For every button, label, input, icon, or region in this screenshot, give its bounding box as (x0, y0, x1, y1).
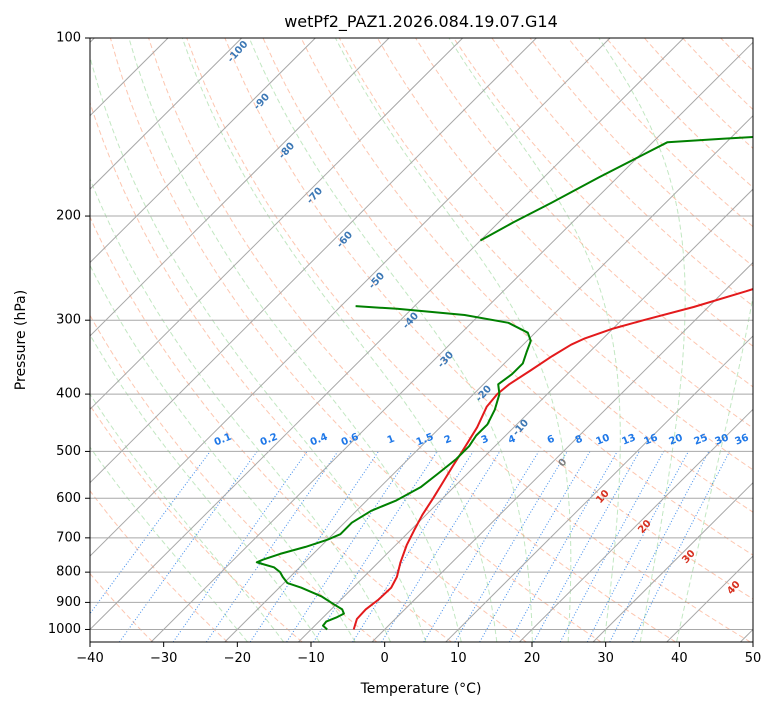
moist-adiabat (181, 38, 498, 642)
sounding-profiles (255, 135, 753, 631)
y-tick-label: 900 (56, 595, 81, 610)
isotherm (150, 41, 753, 642)
moist-adiabat (90, 446, 248, 642)
moist-adiabat (90, 393, 285, 642)
dry-adiabat (90, 490, 228, 642)
moist-adiabat (90, 333, 320, 642)
moist-adiabat (676, 294, 753, 642)
dry-adiabat (491, 38, 753, 307)
y-axis-ticks: 100 200 300 400 500 600 700 800 900 1000 (48, 31, 90, 637)
mixing-ratio-label: 25 (692, 432, 709, 447)
moist-adiabat (90, 264, 356, 642)
x-tick-label: 40 (671, 651, 688, 666)
dry-adiabat (415, 38, 753, 388)
mixing-ratio-label: 30 (713, 432, 730, 447)
x-tick-label: 20 (524, 651, 541, 666)
x-tick-label: −40 (76, 651, 103, 666)
isotherm (90, 38, 611, 557)
mixing-ratio-label: 20 (667, 432, 684, 447)
mixing-ratio-label: 13 (620, 432, 637, 447)
mixing-ratio-label: 1 (386, 434, 397, 447)
dry-adiabat (338, 38, 753, 471)
y-tick-label: 300 (56, 313, 81, 328)
isotherm (90, 38, 537, 484)
x-tick-label: 0 (381, 651, 389, 666)
moist-adiabat (248, 38, 533, 642)
y-tick-label: 100 (56, 31, 81, 46)
moist-adiabat (90, 54, 427, 642)
isotherm (371, 261, 753, 642)
isotherm (445, 335, 753, 642)
mixing-ratio-line (313, 451, 438, 642)
dry-adiabat (300, 38, 753, 513)
dry-adiabat (262, 38, 753, 556)
x-tick-label: −20 (224, 651, 251, 666)
mixing-ratio-line (249, 451, 379, 642)
mixing-ratio-label: 10 (594, 432, 611, 447)
mixing-ratio-label: 8 (574, 434, 585, 447)
y-tick-label: 400 (56, 387, 81, 402)
mixing-ratio-line (509, 451, 618, 642)
plot-frame (89, 37, 754, 643)
temperature-profile (352, 287, 753, 630)
dry-adiabat (186, 38, 751, 642)
moist-adiabat (448, 38, 621, 642)
dry-adiabat (90, 215, 452, 642)
dry-adiabat (90, 404, 303, 642)
isotherm (90, 38, 390, 337)
dry-adiabat-lines (90, 38, 753, 642)
moist-adiabat (128, 38, 462, 642)
y-tick-label: 200 (56, 209, 81, 224)
dry-adiabat (90, 101, 527, 642)
mixing-ratio-line (352, 451, 474, 642)
dry-adiabat (148, 38, 676, 642)
moist-adiabat-lines (90, 38, 753, 642)
isotherm (592, 481, 753, 642)
dry-adiabat (109, 38, 602, 642)
y-tick-label: 800 (56, 565, 81, 580)
y-tick-label: 700 (56, 530, 81, 545)
isobar-gridlines (90, 38, 753, 630)
x-axis-ticks: −40 −30 −20 −10 0 10 20 30 40 50 (76, 642, 761, 666)
mixing-ratio-line (586, 451, 689, 642)
mixing-ratio-line (454, 451, 568, 642)
mixing-ratio-line (423, 451, 540, 642)
isotherm (90, 38, 685, 631)
x-tick-label: 30 (597, 651, 614, 666)
mixing-ratio-label: 4 (507, 434, 518, 447)
mixing-ratio-line (286, 451, 413, 642)
x-tick-label: −30 (150, 651, 177, 666)
mixing-ratio-label: 2 (443, 434, 454, 447)
y-tick-label: 600 (56, 491, 81, 506)
moist-adiabat (598, 38, 686, 642)
isotherm (519, 408, 753, 642)
mixing-ratio-label: 6 (546, 434, 557, 447)
y-axis-label: Pressure (hPa) (13, 290, 29, 390)
mixing-ratio-label: 16 (642, 432, 659, 447)
chart-title: wetPf2_PAZ1.2026.084.19.07.G14 (284, 12, 558, 32)
isotherm-lines (90, 38, 753, 642)
isotherm (90, 38, 316, 264)
isotherm (298, 188, 753, 642)
mixing-ratio-line (90, 451, 211, 615)
mixing-ratio-line (609, 451, 710, 642)
y-tick-label: 1000 (48, 622, 81, 637)
moist-adiabat (90, 177, 391, 642)
mixing-ratio-line (533, 451, 640, 642)
x-tick-label: −10 (297, 651, 324, 666)
mixing-ratio-label: 3 (480, 434, 491, 447)
moist-adiabat (334, 38, 572, 642)
y-tick-label: 500 (56, 444, 81, 459)
x-tick-label: 50 (745, 651, 762, 666)
dry-adiabat (90, 572, 154, 642)
dewpoint-profile-upper (479, 135, 753, 242)
isotherm (90, 38, 464, 410)
x-tick-label: 10 (450, 651, 467, 666)
mixing-ratio-label: 36 (733, 432, 750, 447)
isotherm (90, 38, 243, 190)
x-axis-label: Temperature (°C) (360, 681, 482, 697)
dewpoint-profile (255, 305, 532, 631)
dry-adiabat (224, 38, 753, 600)
